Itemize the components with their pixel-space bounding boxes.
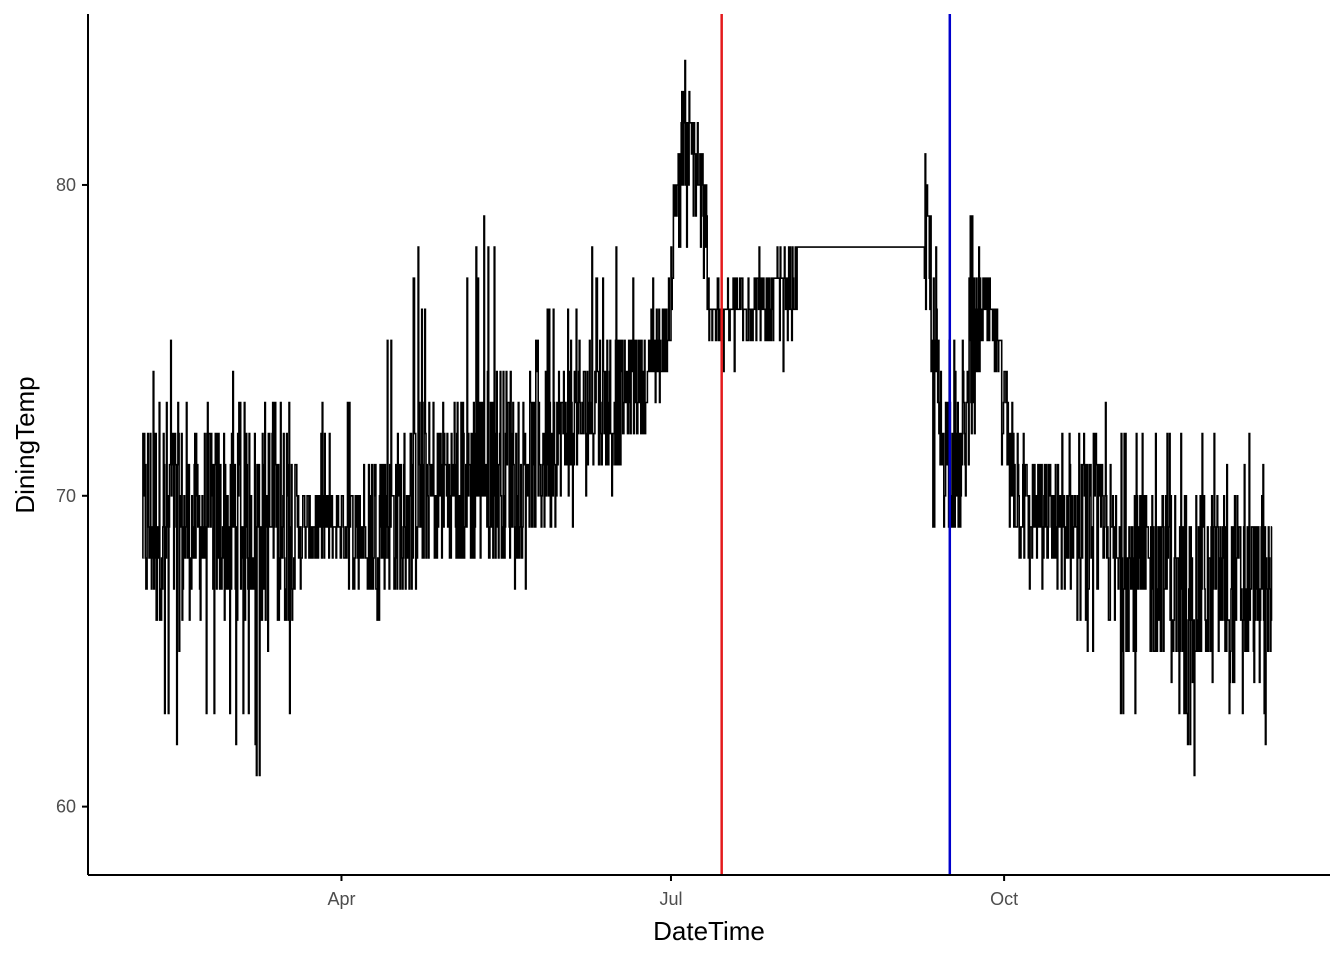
plot-series: [142, 59, 1273, 777]
x-axis-title: DateTime: [653, 916, 765, 946]
x-tick-label: Jul: [659, 889, 682, 909]
y-ticks: 60 70 80: [56, 175, 88, 817]
y-axis-title: DiningTemp: [10, 376, 40, 513]
series-line: [142, 59, 1273, 777]
x-ticks: Apr Jul Oct: [327, 875, 1018, 909]
y-tick-label: 80: [56, 175, 76, 195]
y-tick-label: 60: [56, 797, 76, 817]
reference-lines: [720, 14, 952, 875]
x-tick-label: Oct: [990, 889, 1018, 909]
y-tick-label: 70: [56, 486, 76, 506]
x-tick-label: Apr: [327, 889, 355, 909]
